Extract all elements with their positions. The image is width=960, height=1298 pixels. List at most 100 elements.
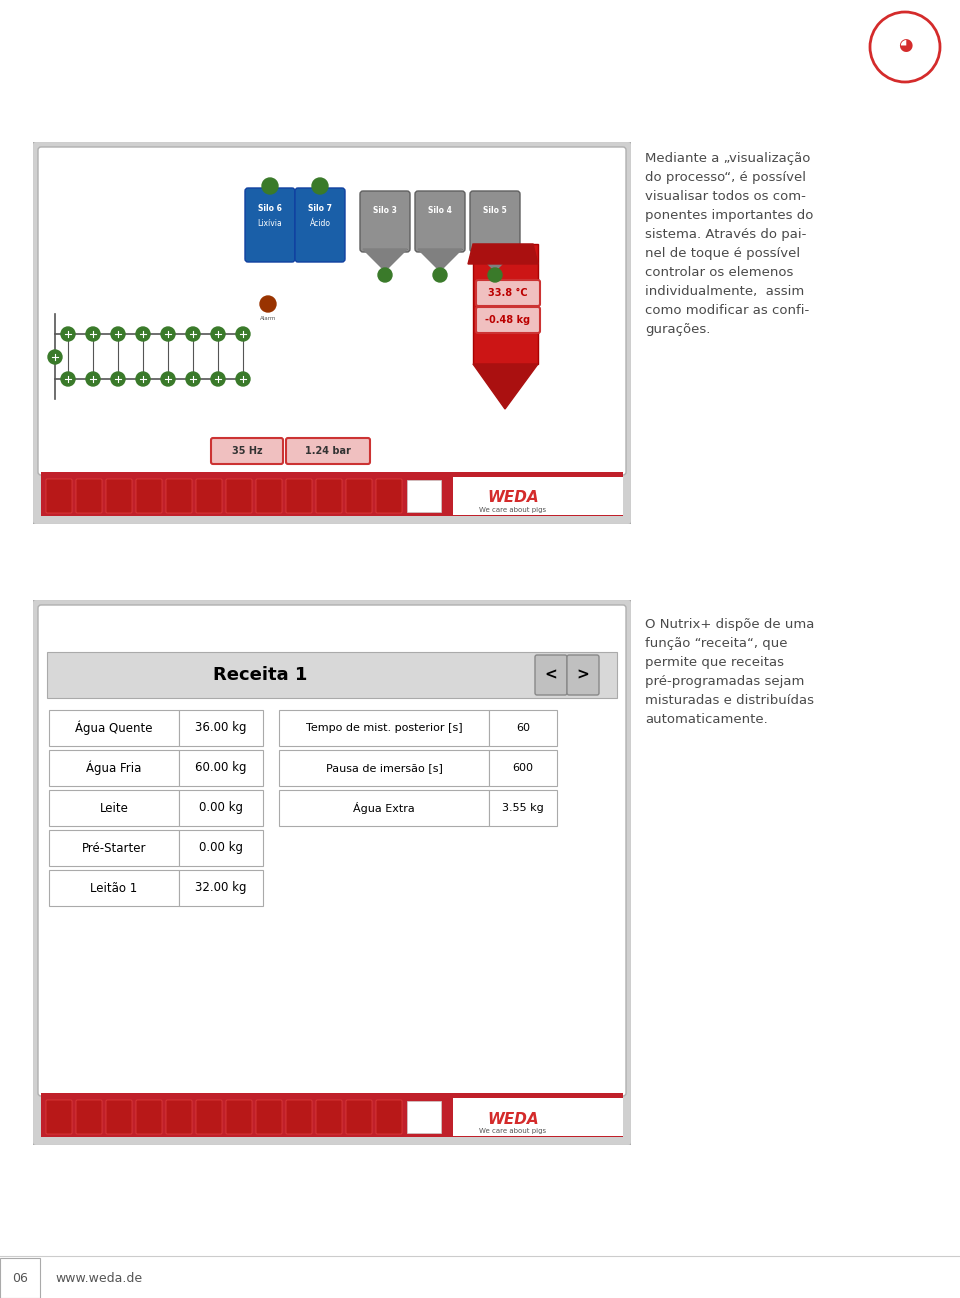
Text: Alarm: Alarm: [260, 317, 276, 322]
Text: 32.00 kg: 32.00 kg: [195, 881, 247, 894]
Text: 0.00 kg: 0.00 kg: [199, 801, 243, 815]
FancyBboxPatch shape: [106, 479, 132, 513]
Text: >: >: [577, 667, 589, 683]
FancyBboxPatch shape: [38, 605, 626, 1096]
Circle shape: [136, 373, 150, 386]
Text: <: <: [544, 667, 558, 683]
Text: 60.00 kg: 60.00 kg: [195, 762, 247, 775]
FancyBboxPatch shape: [136, 1099, 162, 1134]
Polygon shape: [473, 249, 517, 271]
FancyBboxPatch shape: [286, 1099, 312, 1134]
Polygon shape: [418, 249, 462, 271]
Circle shape: [111, 373, 125, 386]
Circle shape: [378, 267, 392, 282]
Bar: [0, 1258, 40, 1298]
Circle shape: [236, 373, 250, 386]
FancyBboxPatch shape: [316, 479, 342, 513]
Circle shape: [312, 178, 328, 193]
FancyBboxPatch shape: [106, 1099, 132, 1134]
Bar: [41, 472, 623, 517]
FancyBboxPatch shape: [166, 1099, 192, 1134]
FancyBboxPatch shape: [346, 479, 372, 513]
Circle shape: [211, 327, 225, 341]
Text: 33.8 °C: 33.8 °C: [489, 288, 528, 299]
FancyBboxPatch shape: [245, 188, 295, 262]
Text: 1.24 bar: 1.24 bar: [305, 447, 351, 456]
Text: Leite: Leite: [100, 801, 129, 815]
FancyBboxPatch shape: [166, 479, 192, 513]
Bar: [279, 710, 489, 746]
Circle shape: [161, 327, 175, 341]
Text: ◕: ◕: [898, 36, 912, 55]
FancyBboxPatch shape: [286, 479, 312, 513]
Bar: [453, 476, 623, 515]
Text: 06: 06: [12, 1272, 28, 1285]
FancyBboxPatch shape: [226, 1099, 252, 1134]
Text: Pausa de imersão [s]: Pausa de imersão [s]: [325, 763, 443, 774]
Bar: [407, 1101, 441, 1133]
Circle shape: [61, 327, 75, 341]
FancyBboxPatch shape: [415, 191, 465, 252]
Circle shape: [236, 327, 250, 341]
Bar: [489, 750, 557, 787]
Circle shape: [136, 327, 150, 341]
FancyBboxPatch shape: [567, 655, 599, 694]
Text: Água Fria: Água Fria: [86, 761, 142, 775]
Bar: [179, 870, 263, 906]
Circle shape: [262, 178, 278, 193]
Text: Silo 4: Silo 4: [428, 206, 452, 215]
Bar: [41, 1093, 623, 1137]
Bar: [49, 790, 179, 826]
Text: Mediante a „visualização
do processo“, é possível
visualisar todos os com-
ponen: Mediante a „visualização do processo“, é…: [645, 152, 813, 336]
FancyBboxPatch shape: [470, 191, 520, 252]
Text: Tempo de mist. posterior [s]: Tempo de mist. posterior [s]: [305, 723, 463, 733]
Bar: [279, 790, 489, 826]
FancyBboxPatch shape: [256, 1099, 282, 1134]
Bar: [49, 750, 179, 787]
FancyBboxPatch shape: [476, 280, 540, 306]
Text: Água Quente: Água Quente: [75, 720, 153, 735]
FancyBboxPatch shape: [38, 147, 626, 475]
Text: 60: 60: [516, 723, 530, 733]
FancyBboxPatch shape: [211, 437, 283, 463]
Text: Ácido: Ácido: [309, 219, 330, 228]
Text: 600: 600: [513, 763, 534, 774]
Bar: [407, 480, 441, 511]
FancyBboxPatch shape: [46, 479, 72, 513]
Text: Receita 1: Receita 1: [213, 666, 307, 684]
Bar: [49, 870, 179, 906]
Text: 3.55 kg: 3.55 kg: [502, 803, 544, 813]
FancyBboxPatch shape: [136, 479, 162, 513]
Bar: [179, 829, 263, 866]
Circle shape: [86, 373, 100, 386]
Circle shape: [86, 327, 100, 341]
Text: Silo 6: Silo 6: [258, 205, 282, 213]
FancyBboxPatch shape: [76, 479, 102, 513]
FancyBboxPatch shape: [316, 1099, 342, 1134]
Text: Silo 7: Silo 7: [308, 205, 332, 213]
Bar: [489, 790, 557, 826]
Text: Silo 5: Silo 5: [483, 206, 507, 215]
FancyBboxPatch shape: [226, 479, 252, 513]
Text: WEDA: WEDA: [487, 491, 539, 505]
Circle shape: [48, 350, 62, 363]
Circle shape: [488, 267, 502, 282]
FancyBboxPatch shape: [360, 191, 410, 252]
FancyBboxPatch shape: [196, 1099, 222, 1134]
Circle shape: [260, 296, 276, 312]
FancyBboxPatch shape: [196, 479, 222, 513]
Bar: [179, 750, 263, 787]
Text: Lixívia: Lixívia: [257, 219, 282, 228]
Bar: [49, 710, 179, 746]
Text: O controle: O controle: [35, 26, 297, 69]
FancyBboxPatch shape: [76, 1099, 102, 1134]
Bar: [489, 710, 557, 746]
Text: 36.00 kg: 36.00 kg: [195, 722, 247, 735]
Text: -0.48 kg: -0.48 kg: [486, 315, 531, 324]
Polygon shape: [473, 363, 538, 409]
FancyBboxPatch shape: [46, 1099, 72, 1134]
Polygon shape: [363, 249, 407, 271]
FancyBboxPatch shape: [295, 188, 345, 262]
Bar: [453, 1098, 623, 1136]
Text: O Nutrix+ dispõe de uma
função “receita“, que
permite que receitas
pré-programad: O Nutrix+ dispõe de uma função “receita“…: [645, 618, 814, 726]
